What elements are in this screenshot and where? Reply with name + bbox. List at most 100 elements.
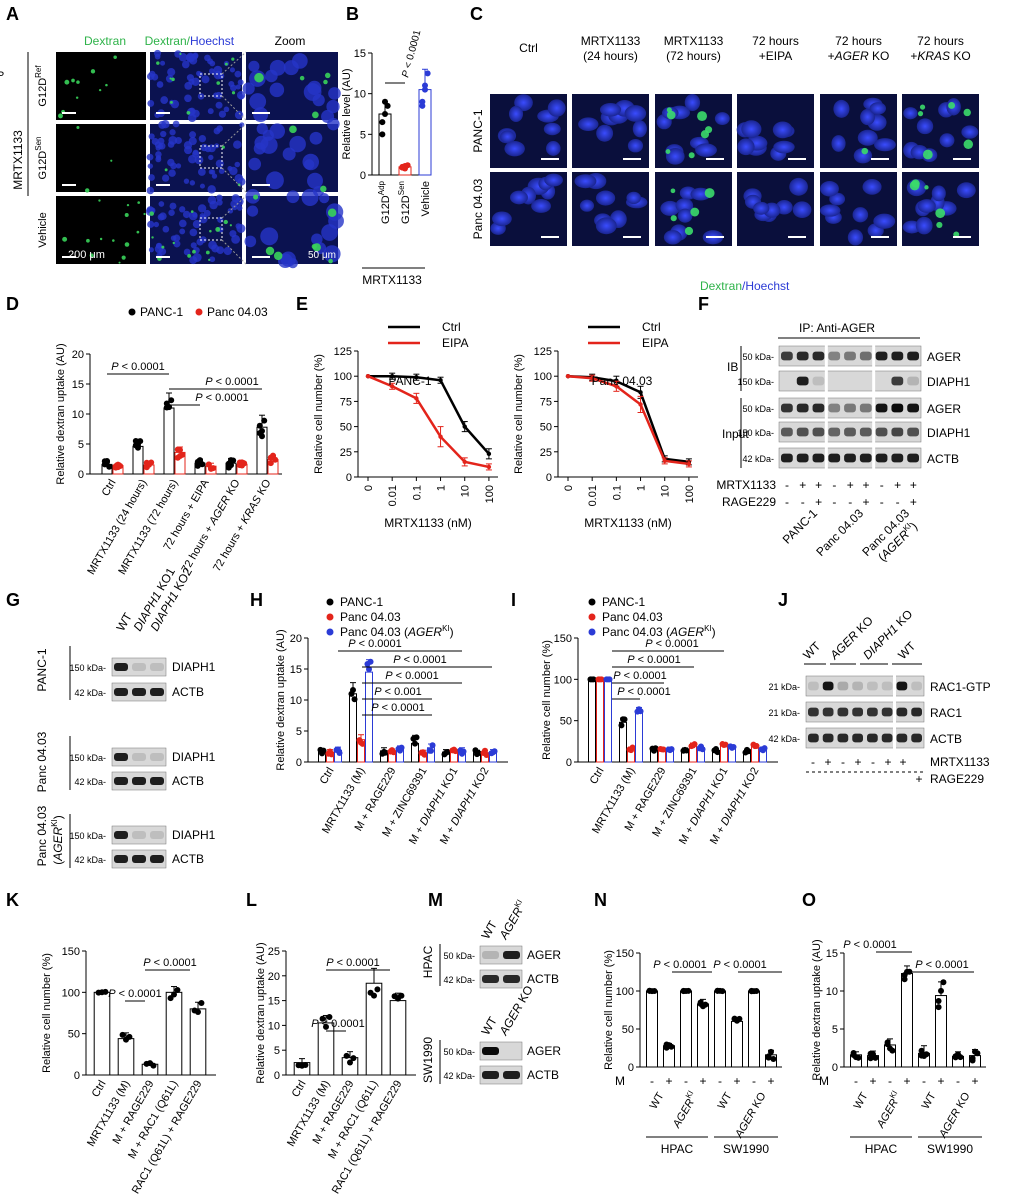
bar bbox=[714, 990, 726, 1068]
data-point bbox=[135, 444, 141, 451]
dextran-spot bbox=[327, 208, 337, 218]
nucleus bbox=[229, 67, 236, 73]
nucleus bbox=[207, 195, 217, 205]
dextran-spot bbox=[71, 78, 75, 83]
sign: + bbox=[862, 478, 869, 492]
group-label: SW1990 bbox=[927, 1142, 973, 1156]
band bbox=[867, 681, 878, 691]
band bbox=[796, 376, 809, 386]
x-tick-label: G12DAdp bbox=[377, 180, 392, 224]
data-point bbox=[683, 747, 690, 754]
x-tick-label: 10 bbox=[460, 485, 472, 497]
nucleus bbox=[847, 229, 864, 246]
band-label: RAC1 bbox=[930, 706, 962, 720]
band bbox=[150, 663, 164, 671]
dextran-spot bbox=[151, 236, 154, 239]
p-value: P < 0.0001 bbox=[613, 670, 667, 682]
nucleus bbox=[309, 131, 323, 145]
nucleus bbox=[168, 135, 178, 145]
p-value: P < 0.0001 bbox=[205, 376, 259, 388]
band bbox=[808, 733, 819, 743]
nucleus bbox=[230, 84, 237, 92]
nucleus bbox=[248, 157, 262, 171]
band bbox=[852, 681, 863, 691]
zoom-box bbox=[199, 73, 223, 97]
nucleus bbox=[753, 201, 770, 215]
dextran-spot bbox=[172, 241, 175, 245]
scale-bar bbox=[623, 158, 641, 160]
nucleus bbox=[146, 153, 154, 161]
bar bbox=[349, 693, 357, 763]
nucleus bbox=[151, 73, 159, 81]
data-point bbox=[952, 1054, 959, 1061]
sign: - bbox=[785, 478, 789, 492]
dextran-spot bbox=[221, 145, 225, 149]
dextran-spot bbox=[192, 249, 196, 254]
mw-marker: 150 kDa- bbox=[69, 663, 106, 673]
nucleus bbox=[663, 230, 682, 245]
dextran-spot bbox=[76, 80, 80, 84]
data-point bbox=[702, 1001, 709, 1008]
scale-bar bbox=[788, 158, 806, 160]
data-point bbox=[768, 1048, 774, 1055]
data-point bbox=[438, 378, 443, 383]
nucleus bbox=[492, 211, 512, 227]
band bbox=[150, 688, 164, 696]
p-value: P < 0.0001 bbox=[108, 988, 162, 1000]
band bbox=[891, 453, 904, 463]
dextran-spot bbox=[75, 96, 79, 99]
band-label: DIAPH1 bbox=[172, 660, 216, 674]
data-point bbox=[382, 98, 388, 105]
band bbox=[781, 403, 793, 413]
data-point bbox=[462, 459, 467, 465]
nucleus bbox=[160, 96, 169, 104]
data-point bbox=[483, 752, 490, 759]
bar bbox=[163, 407, 175, 475]
mw-marker: 150 kDa- bbox=[737, 377, 774, 387]
mw-marker: 42 kDa- bbox=[443, 1071, 475, 1081]
strip-gap bbox=[824, 370, 828, 392]
band-label: AGER bbox=[927, 402, 961, 416]
data-point bbox=[618, 722, 625, 729]
nucleus bbox=[500, 130, 515, 143]
band bbox=[896, 707, 908, 717]
strip-gap bbox=[824, 345, 828, 367]
x-tick-label: 0.1 bbox=[611, 485, 623, 500]
nucleus bbox=[626, 191, 641, 205]
band bbox=[503, 975, 520, 983]
nucleus bbox=[236, 205, 243, 211]
dextran-spot bbox=[670, 215, 677, 222]
data-point bbox=[662, 458, 667, 464]
data-point bbox=[428, 747, 434, 754]
data-point bbox=[486, 451, 492, 457]
band bbox=[132, 753, 146, 761]
p-value: P < 0.0001 bbox=[311, 1018, 365, 1030]
panel-d: D PANC-1 Panc 04.03 0 5 10 15 20 Relative dex… bbox=[6, 294, 282, 577]
data-point bbox=[230, 457, 237, 464]
dextran-spot bbox=[273, 251, 283, 261]
sign: + bbox=[767, 1074, 774, 1088]
dextran-spot bbox=[187, 253, 192, 258]
data-point bbox=[770, 1056, 777, 1063]
y-tick-label: 0 bbox=[832, 1062, 838, 1074]
dextran-spot bbox=[121, 255, 126, 260]
nucleus bbox=[266, 171, 284, 190]
nucleus bbox=[233, 140, 242, 149]
sign: - bbox=[684, 1074, 688, 1088]
p-value: P < 0.0001 bbox=[111, 361, 165, 373]
legend-ctrl: Ctrl bbox=[642, 320, 661, 334]
x-tick-label: 0 bbox=[363, 485, 375, 491]
data-point bbox=[614, 384, 619, 389]
nucleus bbox=[216, 194, 223, 201]
cell-line-label: Panc 04.03 bbox=[35, 731, 49, 792]
nucleus bbox=[289, 135, 306, 153]
data-point bbox=[974, 1050, 981, 1057]
nucleus bbox=[173, 240, 181, 248]
chart-title: Panc 04.03 bbox=[592, 374, 653, 388]
data-point bbox=[259, 433, 265, 440]
band bbox=[907, 403, 919, 413]
sign: - bbox=[896, 495, 900, 509]
